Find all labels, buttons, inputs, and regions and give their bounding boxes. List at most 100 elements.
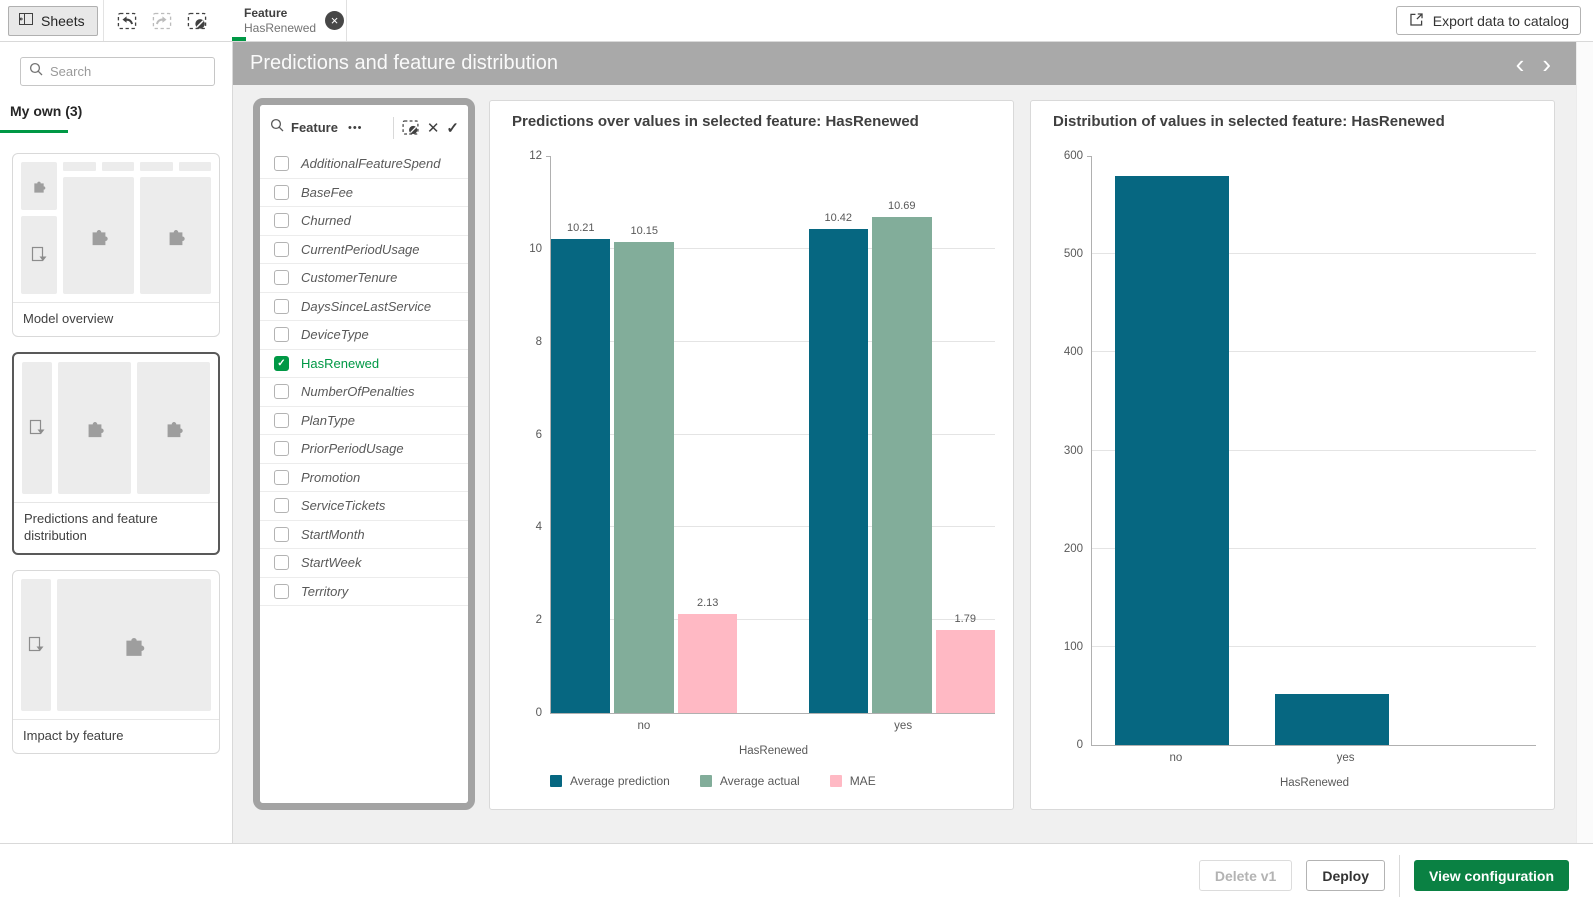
feature-item-dayssincelastservice[interactable]: DaysSinceLastService — [260, 293, 468, 321]
feature-checkbox[interactable]: ✓ — [274, 355, 289, 371]
deploy-button[interactable]: Deploy — [1306, 860, 1386, 891]
footer-divider — [1399, 854, 1401, 897]
feature-checkbox[interactable] — [274, 241, 289, 257]
legend-entry-mae: MAE — [829, 774, 876, 788]
feature-item-customertenure[interactable]: CustomerTenure — [260, 264, 468, 293]
y-tick-label: 600 — [1063, 150, 1083, 162]
feature-checkbox[interactable] — [274, 327, 289, 343]
thumb-chart-column — [63, 162, 134, 294]
filter-pane-icon — [28, 636, 44, 652]
y-tick-label: 4 — [535, 521, 542, 534]
sheets-sidebar: My own (3) Model overview Predictions and… — [0, 42, 233, 843]
feature-checkbox[interactable] — [274, 441, 289, 457]
search-icon — [29, 62, 43, 81]
listbox-confirm-icon[interactable]: ✓ — [446, 119, 459, 137]
bar-yes[interactable] — [1275, 693, 1389, 745]
feature-checkbox[interactable] — [274, 384, 289, 400]
bar-average-actual-yes[interactable]: 10.69 — [872, 200, 932, 713]
sheet-card-predictions-and-feature-distribution[interactable]: Predictions and feature distribution — [12, 352, 220, 555]
bar-group-yes: 10.42 10.69 1.79 — [808, 156, 995, 713]
feature-item-hasrenewed[interactable]: ✓ HasRenewed — [260, 350, 468, 378]
feature-checkbox[interactable] — [274, 526, 289, 542]
bar-value-label: 10.15 — [630, 224, 658, 237]
axis-top-tick — [1087, 156, 1092, 157]
selection-tab-text: Feature HasRenewed — [244, 6, 316, 36]
undo-selection-icon[interactable] — [116, 10, 138, 32]
feature-item-label: Churned — [301, 213, 351, 229]
sheets-button[interactable]: Sheets — [8, 5, 98, 36]
feature-checkbox[interactable] — [274, 156, 289, 172]
sheet-canvas: Feature ••• ✕ ✓ AdditionalFeatureSpend Ba… — [233, 85, 1576, 843]
export-button-label: Export data to catalog — [1432, 12, 1569, 29]
chart-legend: Average prediction Average actual MAE — [550, 774, 997, 788]
delete-version-button[interactable]: Delete v1 — [1198, 860, 1293, 891]
feature-item-additionalfeaturespend[interactable]: AdditionalFeatureSpend — [260, 150, 468, 179]
redo-selection-icon[interactable] — [151, 10, 173, 32]
export-icon — [1408, 11, 1425, 31]
gridline — [551, 619, 995, 621]
feature-item-numberofpenalties[interactable]: NumberOfPenalties — [260, 378, 468, 407]
sheet-title: Predictions and feature distribution — [250, 52, 558, 74]
feature-checkbox[interactable] — [274, 270, 289, 286]
listbox-clear-selection-icon[interactable] — [401, 118, 420, 137]
tab-my-own[interactable]: My own (3) — [0, 103, 232, 133]
sheet-card-model-overview[interactable]: Model overview — [12, 153, 220, 337]
selection-tab-feature[interactable]: Feature HasRenewed × — [232, 0, 347, 41]
sheet-card-impact-by-feature[interactable]: Impact by feature — [12, 570, 220, 754]
feature-item-label: CustomerTenure — [301, 270, 398, 286]
feature-item-priorperiodusage[interactable]: PriorPeriodUsage — [260, 435, 468, 464]
feature-item-plantype[interactable]: PlanType — [260, 407, 468, 435]
next-sheet-icon[interactable]: › — [1537, 51, 1556, 77]
feature-item-startmonth[interactable]: StartMonth — [260, 521, 468, 549]
gridline — [551, 247, 995, 249]
feature-item-currentperiodusage[interactable]: CurrentPeriodUsage — [260, 236, 468, 264]
sheet-search-box — [20, 57, 215, 86]
feature-checkbox[interactable] — [274, 498, 289, 514]
gridline — [1092, 547, 1536, 549]
feature-item-label: BaseFee — [301, 184, 354, 200]
sheet-header-bar: Predictions and feature distribution ‹ › — [233, 42, 1576, 85]
bar-average-prediction-no[interactable]: 10.21 — [551, 222, 611, 713]
feature-item-basefee[interactable]: BaseFee — [260, 179, 468, 207]
x-axis-title: HasRenewed — [738, 745, 809, 757]
feature-item-startweek[interactable]: StartWeek — [260, 549, 468, 578]
sheet-card-label: Impact by feature — [13, 719, 219, 753]
feature-checkbox[interactable] — [274, 213, 289, 229]
listbox-more-menu-icon[interactable]: ••• — [347, 121, 363, 134]
bar-no[interactable] — [1115, 175, 1229, 745]
bar-groups: 10.21 10.15 2.13 10.42 10.69 1.79 — [551, 156, 995, 713]
bar-average-prediction-yes[interactable]: 10.42 — [808, 212, 869, 713]
feature-checkbox[interactable] — [274, 555, 289, 571]
feature-item-servicetickets[interactable]: ServiceTickets — [260, 492, 468, 521]
search-input[interactable] — [50, 64, 206, 79]
feature-checkbox[interactable] — [274, 184, 289, 200]
bar-value-label: 2.13 — [696, 597, 719, 610]
y-tick-label: 500 — [1063, 248, 1083, 261]
previous-sheet-icon[interactable]: ‹ — [1511, 51, 1530, 77]
clear-all-selections-icon[interactable] — [186, 10, 208, 32]
bar-mae-yes[interactable]: 1.79 — [935, 613, 995, 713]
listbox-search-icon[interactable] — [270, 118, 284, 137]
top-toolbar: Sheets Feature HasRenewed × Export data … — [0, 0, 1593, 42]
y-tick-label: 2 — [535, 614, 542, 627]
sheet-nav: ‹ › — [1511, 51, 1556, 77]
puzzle-piece-icon — [34, 181, 46, 193]
feature-checkbox[interactable] — [274, 469, 289, 485]
feature-item-territory[interactable]: Territory — [260, 578, 468, 606]
bar-average-actual-no[interactable]: 10.15 — [614, 225, 674, 713]
puzzle-piece-icon — [167, 422, 183, 438]
feature-checkbox[interactable] — [274, 583, 289, 599]
thumb-placeholder-box — [57, 579, 211, 711]
bar-mae-no[interactable]: 2.13 — [677, 597, 738, 713]
listbox-cancel-icon[interactable]: ✕ — [426, 119, 440, 137]
feature-item-promotion[interactable]: Promotion — [260, 464, 468, 492]
selection-remove-icon[interactable]: × — [325, 11, 345, 30]
feature-item-churned[interactable]: Churned — [260, 207, 468, 236]
thumb-placeholder-box — [21, 579, 51, 711]
export-data-button[interactable]: Export data to catalog — [1395, 6, 1581, 35]
feature-checkbox[interactable] — [274, 298, 289, 314]
feature-checkbox[interactable] — [274, 412, 289, 428]
feature-item-devicetype[interactable]: DeviceType — [260, 321, 468, 350]
bar-group-no: 10.21 10.15 2.13 — [551, 156, 738, 713]
view-configuration-button[interactable]: View configuration — [1414, 860, 1569, 891]
